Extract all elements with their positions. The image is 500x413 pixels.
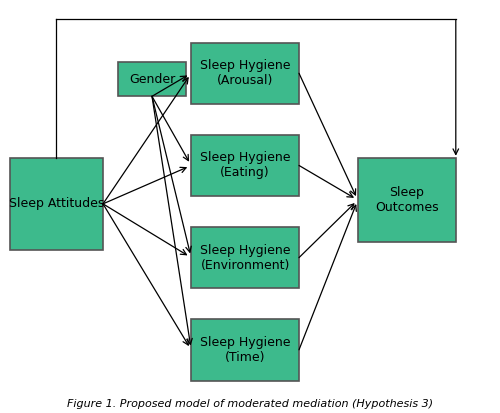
FancyBboxPatch shape <box>191 135 299 196</box>
FancyBboxPatch shape <box>191 43 299 104</box>
Text: Gender: Gender <box>129 73 175 85</box>
FancyBboxPatch shape <box>10 158 103 250</box>
FancyBboxPatch shape <box>191 227 299 288</box>
Text: Sleep Hygiene
(Eating): Sleep Hygiene (Eating) <box>200 152 290 179</box>
Text: Sleep Attitudes: Sleep Attitudes <box>9 197 104 210</box>
Text: Figure 1. Proposed model of moderated mediation (Hypothesis 3): Figure 1. Proposed model of moderated me… <box>67 399 433 409</box>
FancyBboxPatch shape <box>358 158 456 242</box>
Text: Sleep
Outcomes: Sleep Outcomes <box>375 186 438 214</box>
FancyBboxPatch shape <box>118 62 186 96</box>
Text: Sleep Hygiene
(Arousal): Sleep Hygiene (Arousal) <box>200 59 290 87</box>
Text: Sleep Hygiene
(Environment): Sleep Hygiene (Environment) <box>200 244 290 272</box>
Text: Sleep Hygiene
(Time): Sleep Hygiene (Time) <box>200 336 290 364</box>
FancyBboxPatch shape <box>191 319 299 380</box>
